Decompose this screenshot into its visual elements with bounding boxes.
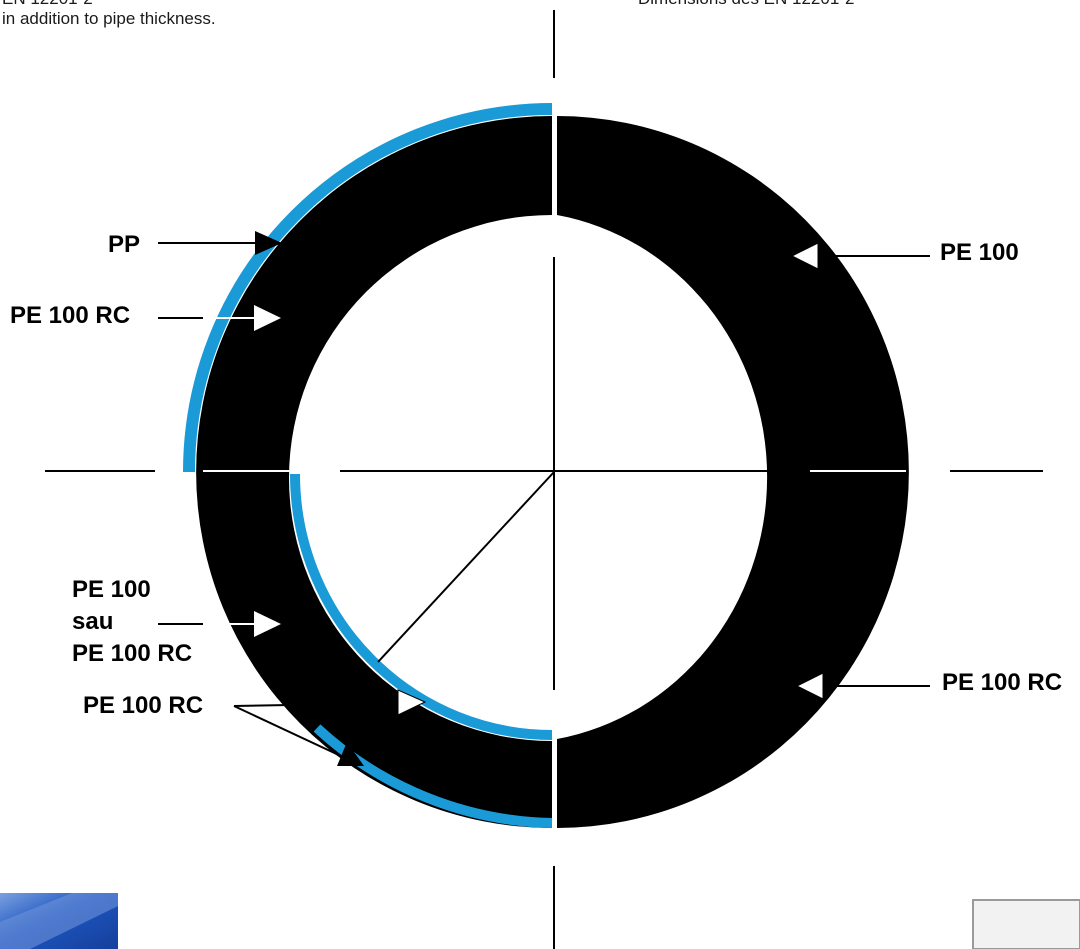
label-pe100-right: PE 100	[940, 239, 1019, 266]
label-pe100rc-bottom-left: PE 100 RC	[83, 692, 203, 719]
pipe-wall-right-half	[557, 116, 909, 828]
header-note-line: EN 12201-2	[2, 0, 216, 9]
blue-photo-fragment	[0, 893, 118, 949]
header-note-line: in addition to pipe thickness.	[2, 9, 216, 28]
leader-pe100rc-left	[158, 305, 281, 331]
label-pe100rc-outer-left: PE 100 RC	[10, 302, 130, 329]
header-note-line: Dimensions des EN 12201-2	[638, 0, 854, 9]
leader-pe100rc-right	[795, 672, 930, 700]
pipe-wall-left-half	[196, 116, 552, 828]
label-pe100rc-bottom-right: PE 100 RC	[942, 669, 1062, 696]
grey-photo-fragment	[972, 899, 1080, 949]
axis-lines-white	[203, 118, 906, 826]
pp-outer-layer	[183, 103, 553, 473]
leader-pp	[158, 231, 282, 255]
leader-pe100-right	[790, 242, 930, 270]
axis-lines	[45, 10, 1043, 949]
leader-pe100-or	[158, 611, 281, 637]
header-note-right: Dimensions des EN 12201-2	[638, 0, 854, 9]
radius-line	[377, 471, 555, 663]
leader-pe100rc-bottom-left	[233, 689, 427, 766]
label-pe100-or-line1: PE 100	[72, 576, 151, 603]
header-note-left: EN 12201-2 in addition to pipe thickness…	[2, 0, 216, 29]
rc-outer-bottom-layer	[313, 724, 553, 828]
label-pe100-or-line2: sau	[72, 608, 113, 635]
label-pp: PP	[108, 231, 140, 258]
rc-inner-layer	[290, 473, 553, 740]
label-pe100-or-line3: PE 100 RC	[72, 640, 192, 667]
